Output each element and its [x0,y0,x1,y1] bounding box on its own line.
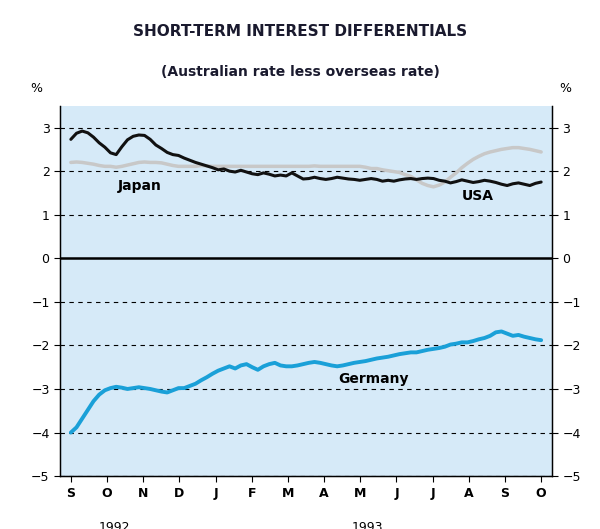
Text: %: % [31,81,43,95]
Text: 1993: 1993 [352,521,383,529]
Text: 1992: 1992 [98,521,130,529]
Text: (Australian rate less overseas rate): (Australian rate less overseas rate) [161,65,439,79]
Text: SHORT-TERM INTEREST DIFFERENTIALS: SHORT-TERM INTEREST DIFFERENTIALS [133,24,467,39]
Text: %: % [560,81,572,95]
Text: Germany: Germany [338,372,409,386]
Text: Japan: Japan [118,179,162,193]
Text: USA: USA [461,189,494,204]
